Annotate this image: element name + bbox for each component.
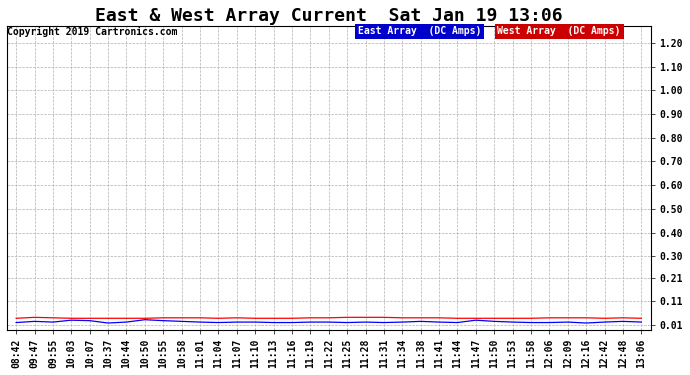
Text: Copyright 2019 Cartronics.com: Copyright 2019 Cartronics.com xyxy=(7,27,177,36)
Text: East Array  (DC Amps): East Array (DC Amps) xyxy=(357,27,481,36)
Text: West Array  (DC Amps): West Array (DC Amps) xyxy=(497,27,621,36)
Title: East & West Array Current  Sat Jan 19 13:06: East & West Array Current Sat Jan 19 13:… xyxy=(95,7,562,25)
